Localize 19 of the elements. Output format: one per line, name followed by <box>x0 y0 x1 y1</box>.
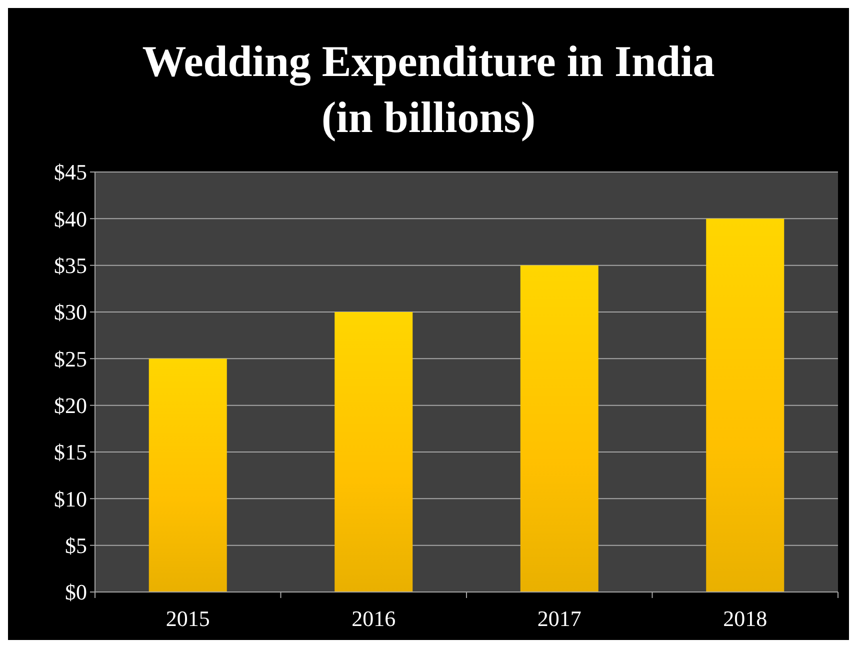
y-tick-label: $25 <box>54 346 87 372</box>
x-tick-label: 2018 <box>723 606 768 631</box>
bar <box>706 218 784 592</box>
y-tick-label: $0 <box>65 580 87 605</box>
bar <box>148 358 227 592</box>
y-tick-label: $40 <box>54 206 87 232</box>
y-tick-label: $35 <box>54 253 87 278</box>
y-tick-label: $20 <box>54 393 87 418</box>
x-tick-label: 2017 <box>537 606 582 631</box>
bar <box>334 312 413 592</box>
y-tick-label: $10 <box>54 486 87 512</box>
chart-title: Wedding Expenditure in India (in billions) <box>142 37 715 142</box>
y-tick-label: $45 <box>54 160 87 185</box>
y-tick-label: $15 <box>54 440 87 465</box>
x-tick-label: 2016 <box>352 606 396 631</box>
y-tick-label: $5 <box>65 533 87 558</box>
y-tick-label: $30 <box>54 300 87 325</box>
x-tick-label: 2015 <box>166 606 210 631</box>
bar <box>520 265 598 592</box>
